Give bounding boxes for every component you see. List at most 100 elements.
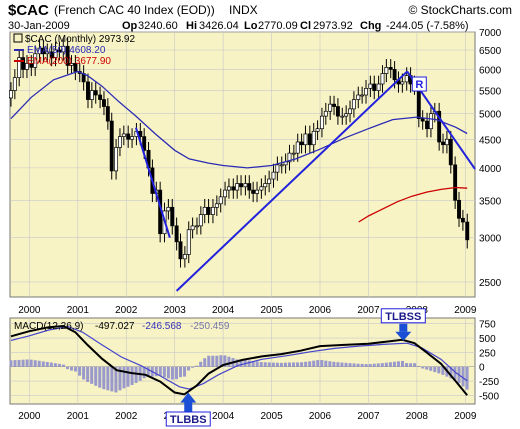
arrow-head [180,392,197,403]
candle-body [49,51,54,58]
chg-value: -244.05 (-7.58%) [386,20,469,32]
histogram-bar [417,366,421,367]
histogram-bar [174,366,178,380]
histogram-bar [263,362,267,367]
histogram-bar [45,361,49,367]
candle-body [25,63,29,70]
candle-body [428,113,433,130]
histogram-bar [287,362,291,367]
candle-body [307,133,312,146]
lo-value: 2770.09 [258,20,298,32]
histogram-bar [74,366,78,372]
candle-body [368,83,373,89]
histogram-bar [13,360,17,367]
histogram-bar [142,366,146,379]
price-y-tick-label: 2500 [479,278,502,289]
histogram-bar [65,366,69,370]
candle-body [178,241,183,260]
candle-body [118,136,122,148]
histogram-bar [227,356,231,367]
candle-body [247,183,252,191]
macd-legend-label: MACD(12,26,9) [14,321,83,332]
histogram-bar [247,360,251,367]
candle-body [61,45,66,53]
histogram-bar [41,361,45,367]
histogram-bar [154,366,158,377]
histogram-bar [106,366,110,391]
candle-body [218,196,223,205]
candle-body [98,94,103,100]
histogram-bar [29,359,33,367]
histogram-bar [360,363,364,367]
histogram-bar [118,366,122,391]
candle-body [251,189,256,194]
candle-body [57,49,62,53]
candle-body [465,221,470,241]
candle-body [351,99,356,110]
candle-body [17,57,22,79]
histogram-bar [207,355,211,367]
histogram-bar [61,364,65,367]
candle-body [448,138,453,166]
macd-y-tick-label: 750 [479,320,496,331]
arrow-shaft [184,401,193,412]
candle-body [105,106,110,122]
histogram-bar [312,360,316,367]
lo-label: Lo [244,20,258,32]
histogram-bar [279,362,283,367]
histogram-bar [199,361,203,367]
macd-x-tick-label: 2006 [309,411,332,422]
price-grid [10,31,475,297]
candle-body [190,225,195,231]
macd-x-axis: 2000200120022003200420052006200720082009 [18,411,477,422]
candle-body [255,189,259,194]
histogram-bar [49,362,53,367]
histogram-bar [275,362,279,367]
cl-label: Cl [300,20,311,32]
histogram-bar [380,363,384,367]
candle-body [109,120,114,172]
candle-body [364,88,368,96]
price-x-tick-label: 2006 [309,305,332,316]
candle-body [206,206,211,215]
cl-value: 2973.92 [313,20,353,32]
price-y-tick-label: 6000 [479,65,502,76]
macd-x-tick-label: 2008 [406,411,429,422]
histogram-bar [9,360,13,367]
histogram-bar [308,361,312,367]
candle-body [388,67,393,70]
histogram-bar [388,362,392,367]
resistance-label: R [411,76,427,92]
op-value: 3240.60 [138,20,178,32]
histogram-bar [372,363,376,367]
histogram-bar [405,363,409,367]
candle-body [344,113,349,117]
price-x-tick-label: 2004 [212,305,235,316]
price-y-tick-label: 7000 [479,28,502,39]
trendline [134,127,171,239]
exchange-label: INDX [229,3,258,17]
histogram-bar [211,355,215,367]
candle-body [93,90,98,96]
ema50-legend-label: EMA(50) 4608.20 [27,45,106,56]
histogram-bar [223,355,227,367]
index-name-label: (French CAC 40 Index (EOD)) [54,3,215,17]
candle-body [231,186,236,191]
histogram-bar [368,364,372,367]
price-x-tick-label: 2002 [115,305,138,316]
macd-x-tick-label: 2009 [454,411,477,422]
histogram-bar [235,359,239,367]
histogram-bar [191,366,195,368]
candle-body [400,81,405,85]
histogram-bar [300,362,304,367]
candle-body [315,128,320,132]
candle-body [12,77,17,91]
histogram-bar [122,366,126,389]
candle-body [243,183,248,188]
candle-body [235,183,240,191]
histogram-bar [90,366,94,384]
histogram-bar [392,361,396,367]
candle-body [41,47,46,55]
brand-label: © StockCharts.com [408,3,512,17]
